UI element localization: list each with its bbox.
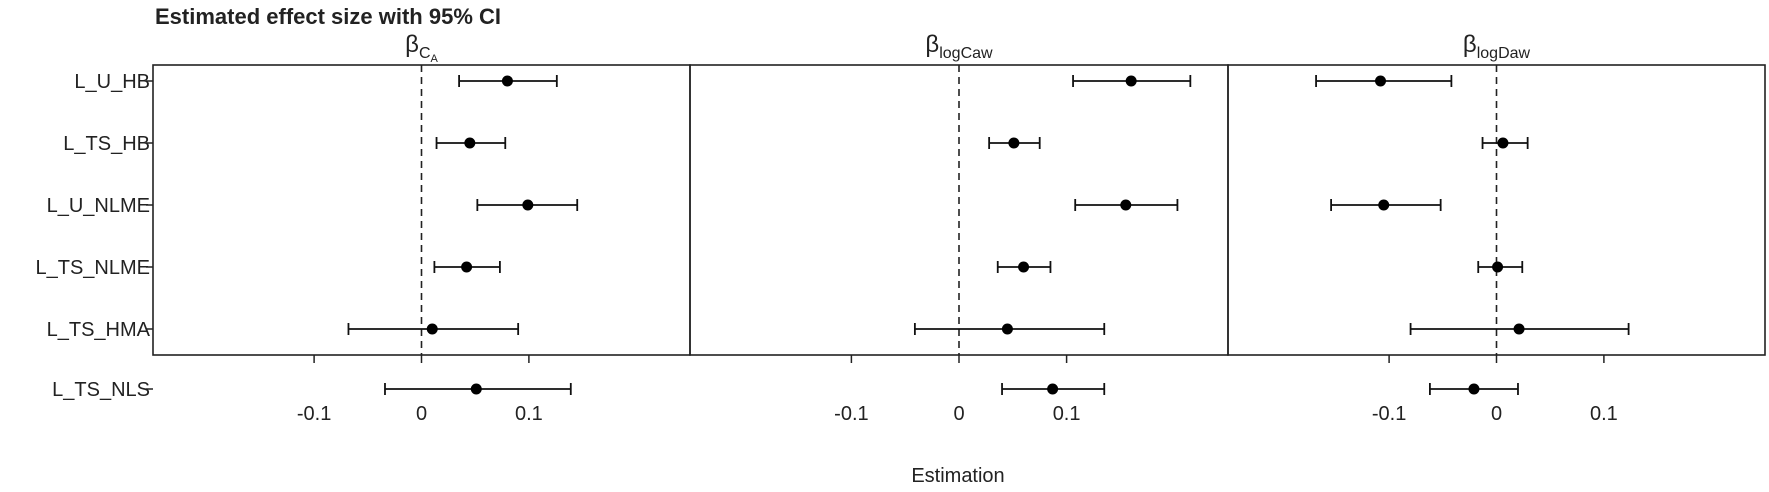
estimate-point xyxy=(1125,75,1137,87)
row-label: L_TS_NLME xyxy=(36,257,151,279)
estimate-point xyxy=(522,199,534,211)
estimate-point xyxy=(1001,323,1013,335)
estimate-point xyxy=(1018,261,1030,273)
panel-title: βCA xyxy=(405,31,438,65)
x-axis-label: Estimation xyxy=(911,465,1004,487)
panel-2: βlogCaw -0.1 0 0.1 xyxy=(689,31,1229,425)
estimate-point xyxy=(470,383,482,395)
x-tick-label: -0.1 xyxy=(1372,403,1406,425)
panel-title: βlogCaw xyxy=(925,31,993,62)
panel-1: βCA -0.1 0 0.1 xyxy=(152,31,691,425)
x-tick-label: 0 xyxy=(416,403,427,425)
row-label: L_U_NLME xyxy=(47,195,150,217)
x-tick-label: 0.1 xyxy=(1053,403,1081,425)
estimate-point xyxy=(1378,199,1390,211)
row-label: L_U_HB xyxy=(74,71,150,93)
x-tick-label: 0 xyxy=(953,403,964,425)
estimate-point xyxy=(464,137,476,149)
x-tick-label: 0 xyxy=(1491,403,1502,425)
estimate-point xyxy=(1513,323,1525,335)
estimate-point xyxy=(1492,261,1504,273)
estimate-point xyxy=(1497,137,1509,149)
chart-title: Estimated effect size with 95% CI xyxy=(155,4,501,29)
panel-3: βlogDaw -0.1 0 0.1 xyxy=(1227,31,1766,425)
x-tick-label: 0.1 xyxy=(1590,403,1618,425)
panel-title: βlogDaw xyxy=(1463,31,1531,62)
panels-layer: βCA -0.1 0 0.1 βlogCaw -0.1 0 0.1 βlogDaw -0.1 0 0.… xyxy=(152,31,1766,425)
estimate-point xyxy=(1375,75,1387,87)
row-label: L_TS_HB xyxy=(63,133,150,155)
row-label: L_TS_NLS xyxy=(52,379,150,401)
estimate-point xyxy=(501,75,513,87)
x-tick-label: -0.1 xyxy=(834,403,868,425)
estimate-point xyxy=(1047,383,1059,395)
estimate-point xyxy=(461,261,473,273)
estimate-point xyxy=(426,323,438,335)
row-labels: L_U_HB L_TS_HB L_U_NLME L_TS_NLME L_TS_HMA L_… xyxy=(36,71,153,401)
x-tick-label: -0.1 xyxy=(297,403,331,425)
row-label: L_TS_HMA xyxy=(47,319,151,341)
estimate-point xyxy=(1468,383,1480,395)
estimate-point xyxy=(1008,137,1020,149)
x-tick-label: 0.1 xyxy=(515,403,543,425)
estimate-point xyxy=(1120,199,1132,211)
